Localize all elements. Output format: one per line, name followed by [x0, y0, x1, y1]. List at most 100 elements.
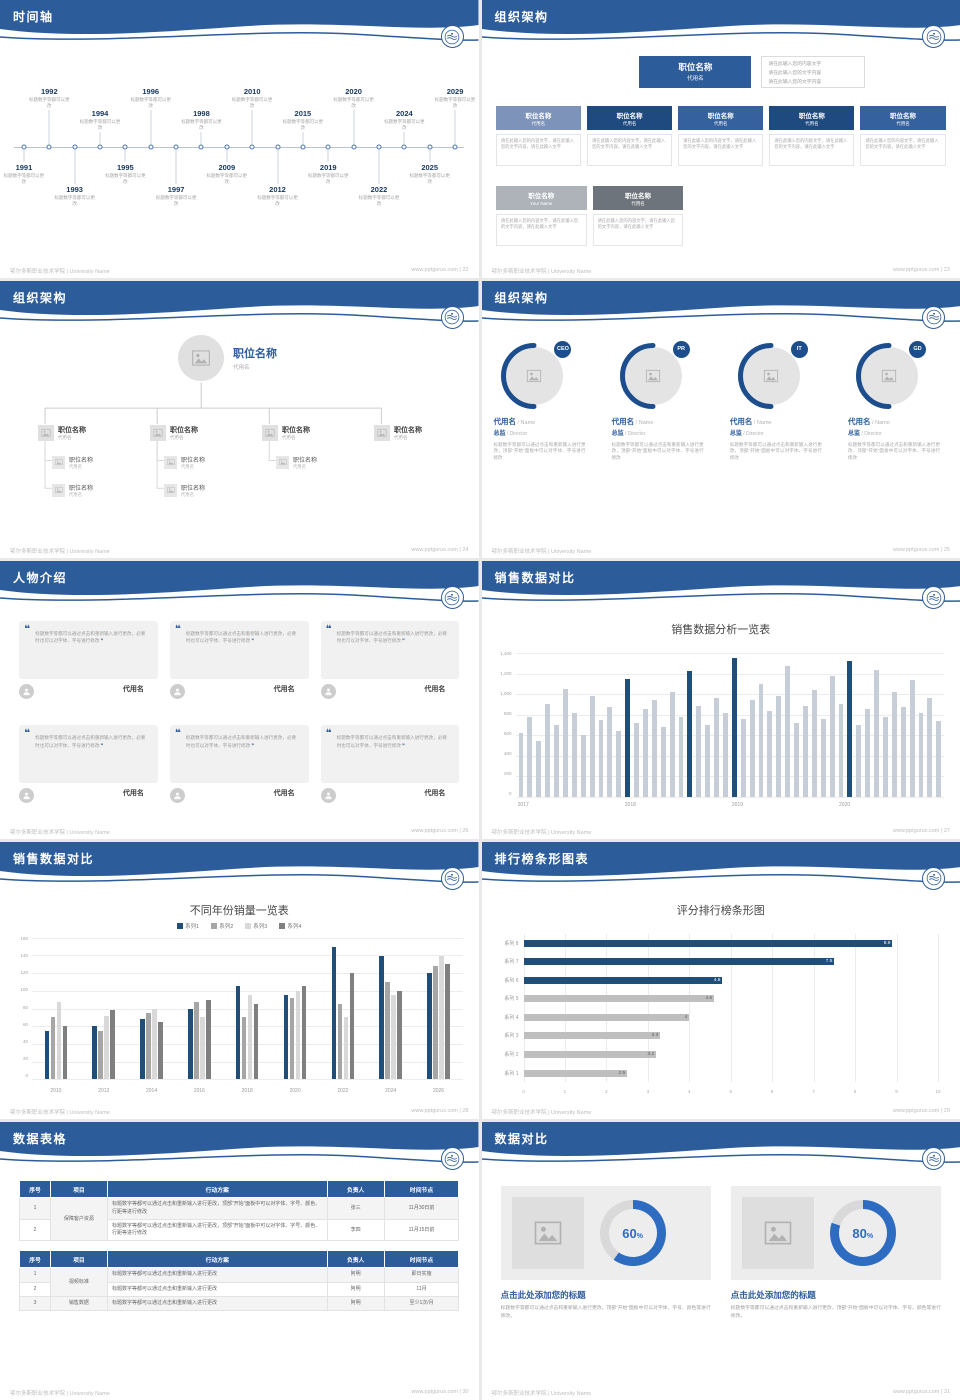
org-position-sub: 代用名 — [805, 120, 819, 126]
slide-title: 销售数据对比 — [494, 571, 576, 586]
timeline-desc: 标题数字等都可以更改 — [29, 97, 70, 108]
slide-data-comparison[interactable]: 数据对比 60% 点击此处添加您的标题 标题数字等都可以通过点击和重新输入进行更改，… — [481, 1122, 960, 1400]
slide-ranking-chart[interactable]: 排行榜条形图表 评分排行榜条形图 系列 8 系列 7 系列 6 系列 5 系列 4 系列 3… — [481, 841, 960, 1120]
timeline-year: 2010 — [243, 87, 261, 97]
timeline-entry: 2012 标题数字等都可以更改 — [257, 185, 299, 207]
org-position-box: 职位名称 代用名 — [860, 106, 946, 130]
slide-org-structure-2[interactable]: 组织架构 职位名称 代用名 职位名称 代用名 职位名称 代用名 职位名称 代用名 职位名称 代用名… — [0, 280, 479, 559]
slide-footer: 鄂尔多斯职业技术学院 | University Name www.pptgurus… — [10, 547, 469, 555]
table-cell: 李四 — [326, 1218, 385, 1242]
timeline-connector — [74, 149, 76, 184]
bar — [158, 1021, 163, 1080]
org-cell: 职位名称 代用名 请在此输入您的内容文字，请在此输入您的文字内容，请在此输入文字 — [769, 106, 855, 166]
photo-placeholder — [38, 424, 54, 441]
footer-site: www.pptgurus.com | 23 — [893, 267, 950, 275]
footer-separator: | — [940, 827, 943, 834]
slide-people-intro[interactable]: 人物介绍 ❝ 标题数字等都可以通过点击和重新输入进行更改，必要时也可以对字体、字号… — [0, 561, 479, 839]
table-cell: 标题数字等都可以通过点击和重新输入进行更改 — [106, 1295, 328, 1312]
timeline-connector — [454, 109, 456, 144]
column-header: 时间节点 — [383, 1250, 460, 1269]
photo-placeholder — [505, 346, 564, 405]
x-tick-label: 2 — [605, 1089, 608, 1095]
timeline-dot — [224, 144, 230, 150]
legend-item: 系列3 — [245, 922, 267, 930]
legend-label: 系列2 — [219, 923, 234, 930]
org-cell: 职位名称 代用名请在此输入您的内容文字，请在此输入您的文字内容，请在此输入文字 — [860, 106, 946, 166]
bar — [642, 708, 648, 797]
hbar-chart-canvas: 评分排行榜条形图 系列 8 系列 7 系列 6 系列 5 系列 4 系列 3 系列 2 系列 1… — [482, 890, 960, 1105]
gridline — [896, 933, 898, 1083]
org-node-title: 职位名称 — [170, 426, 198, 434]
bar — [235, 986, 241, 1080]
timeline-desc: 标题数字等都可以更改 — [79, 119, 121, 130]
logo-emblem-icon — [444, 29, 460, 44]
timeline-desc: 标题数字等都可以更改 — [3, 172, 45, 184]
y-tick-label: 800 — [503, 711, 512, 716]
x-tick-label: 7 — [812, 1089, 815, 1095]
photo-placeholder — [52, 483, 65, 497]
legend-label: 系列4 — [287, 923, 302, 930]
category-label: 系列 7 — [504, 959, 519, 966]
person-icon — [23, 793, 30, 800]
slide-sales-grouped-chart[interactable]: 销售数据对比 不同年份销量一览表 系列1 系列2 系列3 系列4 160 140 120 100… — [0, 841, 479, 1120]
slide-timeline[interactable]: 时间轴 1991 标题数字等都可以更改 1992 标题数字等都可以更改 1993 标题数字… — [0, 0, 479, 278]
member-role-en: / Director — [860, 430, 882, 437]
bar — [580, 735, 586, 797]
value-label: 4.6 — [705, 996, 713, 1002]
donut-chart: 80% — [829, 1200, 896, 1267]
timeline-desc: 标题数字等都可以更改 — [409, 172, 450, 184]
gridline — [523, 933, 525, 1083]
x-tick-label: 2024 — [385, 1088, 397, 1095]
column-header: 行动方案 — [106, 1180, 328, 1199]
footer-site: www.pptgurus.com | 25 — [893, 547, 950, 555]
org-subnode-text: 职位名称 代用名 — [181, 483, 205, 498]
bar — [527, 716, 533, 797]
category-label: 系列 8 — [504, 940, 519, 947]
bar — [433, 966, 438, 1080]
avatar — [320, 684, 336, 700]
slide-data-tables[interactable]: 数据表格 序号 项目 行动方案 负责人 时间节点 1 保障客户资源 标题数字等都可以通过点击和… — [0, 1122, 479, 1400]
slide-org-structure-3[interactable]: 组织架构 CEO 代用名 / Name 总监 / Director 标题数字等都可以通… — [481, 280, 960, 559]
bar — [295, 990, 301, 1080]
org-cell: 职位名称 代用名 请在此输入您的内容文字，请在此输入您的文字内容，请在此输入文字 — [587, 106, 673, 166]
bar — [678, 716, 684, 797]
org-note-line: 请在此输入您的文字内容 — [768, 70, 822, 76]
photo-placeholder — [178, 334, 224, 381]
org-cell: 职位名称 代用名 请在此输入您的内容文字，请在此输入您的文字内容，请在此输入文字 — [592, 186, 684, 246]
gridline — [32, 990, 463, 992]
logo-emblem-icon — [444, 309, 460, 325]
timeline-desc: 标题数字等都可以更改 — [384, 119, 425, 130]
org-position-title: 职位名称 — [625, 192, 652, 200]
header-wave — [481, 280, 960, 322]
y-tick-label: 20 — [22, 1056, 28, 1062]
column-header: 序号 — [19, 1250, 51, 1269]
person-name: 代用名 — [424, 790, 446, 798]
bar — [722, 712, 728, 797]
slide-org-structure-1[interactable]: 组织架构 职位名称 代用名 请在此输入您的内容文字 请在此输入您的文字内容 请在此输入您… — [481, 0, 960, 278]
footer-site: www.pptgurus.com | 24 — [411, 547, 468, 555]
org-note-line: 请在此输入您的文字内容 — [768, 79, 822, 85]
column-header: 项目 — [49, 1250, 108, 1269]
table-cell: 2 — [19, 1281, 51, 1297]
org-cell-desc: 请在此输入您的内容文字，请在此输入您的文字内容，请在此输入文字 — [860, 134, 946, 166]
page-number: 26 — [462, 827, 469, 834]
org-subnode-title: 职位名称 — [69, 457, 94, 464]
bar: 4.8 — [523, 976, 723, 984]
slide-sales-monthly-chart[interactable]: 销售数据对比 销售数据分析一览表 1,400 1,200 1,000 800 600 400… — [481, 561, 960, 839]
y-tick-label: 1,200 — [500, 671, 512, 677]
close-quote-icon: ❞ — [99, 638, 104, 644]
table-cell: 2 — [19, 1218, 51, 1242]
page-number: 24 — [462, 547, 469, 554]
bar — [936, 720, 942, 797]
photo-icon — [278, 459, 287, 466]
timeline-connector — [403, 131, 405, 144]
bar — [92, 1026, 97, 1080]
bar — [865, 708, 871, 797]
org-node-title: 职位名称 — [58, 426, 86, 434]
bar — [301, 986, 307, 1080]
footer-school: 鄂尔多斯职业技术学院 | University Name — [10, 1110, 110, 1117]
timeline-year: 2020 — [345, 87, 362, 97]
bar — [331, 946, 337, 1080]
timeline-dot — [401, 144, 407, 150]
header-wave — [0, 0, 479, 41]
